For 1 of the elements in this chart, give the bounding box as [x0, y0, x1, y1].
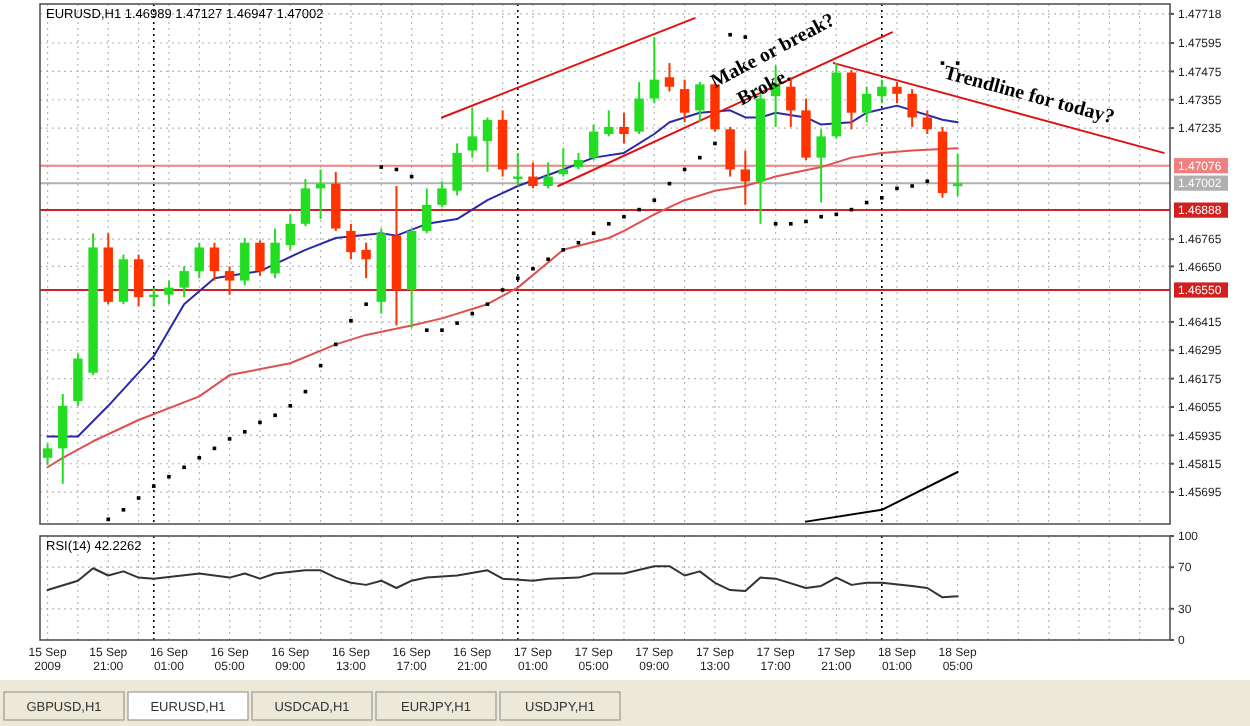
annotation: Trendline for today? — [941, 62, 1117, 130]
